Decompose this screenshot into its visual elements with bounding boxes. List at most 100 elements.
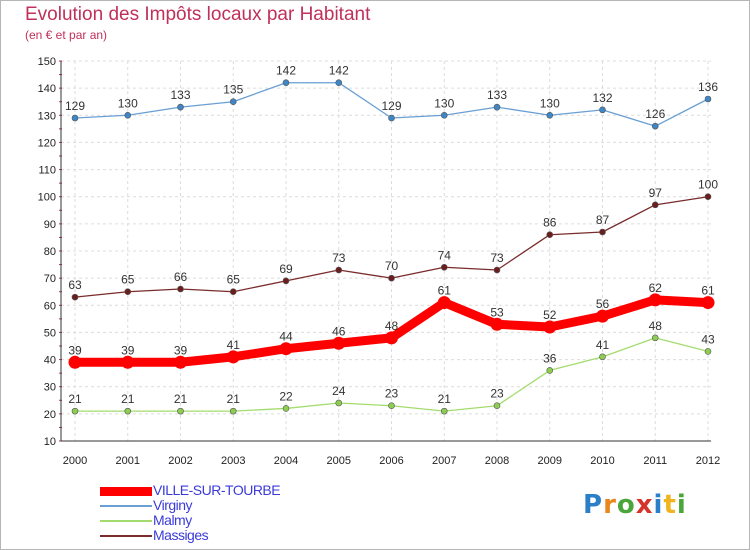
y-tick-label: 120 (38, 137, 56, 149)
data-label-massiges: 74 (438, 248, 452, 262)
logo-letter: r (603, 490, 617, 520)
x-tick-label: 2011 (643, 455, 667, 467)
y-tick-label: 70 (44, 273, 56, 285)
logo-letter: x (635, 490, 654, 520)
data-label-massiges: 66 (174, 270, 188, 284)
data-point-malmy (229, 407, 237, 415)
legend-label-massiges: Massiges (153, 527, 209, 543)
data-label-massiges: 87 (596, 213, 610, 227)
data-label-massiges: 65 (121, 273, 135, 287)
data-point-virginy (124, 111, 132, 119)
data-point-malmy (71, 407, 79, 415)
data-label-ville-sur-tourbe: 61 (701, 284, 715, 298)
legend-label-virginy: Virginy (153, 497, 193, 513)
data-point-ville-sur-tourbe (701, 296, 715, 310)
data-point-ville-sur-tourbe (226, 350, 240, 364)
data-label-massiges: 100 (698, 178, 718, 192)
data-point-malmy (124, 407, 132, 415)
data-point-malmy (388, 402, 395, 410)
logo-letter: t (663, 490, 677, 520)
data-point-malmy (177, 407, 184, 415)
data-label-ville-sur-tourbe: 39 (68, 343, 82, 357)
x-tick-label: 2006 (379, 455, 403, 467)
data-point-massiges (71, 293, 79, 301)
data-label-ville-sur-tourbe: 39 (174, 343, 188, 357)
data-point-malmy (282, 405, 290, 412)
chart-subtitle: (en € et par an) (25, 28, 108, 42)
data-point-ville-sur-tourbe (596, 309, 609, 323)
data-point-ville-sur-tourbe (648, 293, 662, 307)
data-point-massiges (229, 288, 237, 296)
data-point-virginy (282, 79, 290, 87)
data-label-virginy: 132 (592, 91, 612, 105)
data-label-ville-sur-tourbe: 46 (332, 324, 346, 338)
data-label-malmy: 22 (279, 389, 293, 403)
legend-swatch-ville-sur-tourbe (100, 486, 152, 496)
data-label-massiges: 65 (227, 273, 241, 287)
data-point-virginy (493, 103, 501, 111)
data-point-ville-sur-tourbe (437, 296, 451, 310)
data-label-massiges: 73 (490, 251, 504, 265)
data-label-virginy: 126 (645, 107, 665, 121)
logo-letter: o (616, 490, 636, 520)
data-point-malmy (704, 348, 712, 355)
data-point-ville-sur-tourbe (332, 336, 346, 350)
data-point-malmy (599, 353, 606, 361)
data-label-virginy: 142 (329, 64, 349, 78)
y-tick-label: 130 (38, 110, 56, 122)
data-label-ville-sur-tourbe: 53 (490, 305, 504, 319)
data-label-virginy: 130 (118, 96, 138, 110)
logo-letter: i (653, 490, 664, 520)
data-point-virginy (440, 111, 448, 119)
y-tick-label: 100 (38, 192, 56, 204)
data-point-massiges (440, 263, 448, 271)
data-point-virginy (177, 103, 184, 111)
data-point-ville-sur-tourbe (121, 355, 135, 369)
data-label-malmy: 21 (227, 392, 241, 406)
data-point-virginy (388, 114, 395, 122)
data-label-massiges: 63 (68, 278, 82, 292)
data-label-virginy: 135 (223, 83, 243, 97)
y-tick-label: 140 (38, 83, 56, 95)
x-tick-label: 2007 (432, 455, 456, 467)
data-label-massiges: 97 (649, 186, 663, 200)
data-label-virginy: 129 (381, 99, 401, 113)
data-label-ville-sur-tourbe: 41 (227, 338, 241, 352)
data-point-ville-sur-tourbe (279, 342, 293, 356)
data-label-virginy: 130 (540, 96, 560, 110)
data-point-virginy (229, 98, 237, 106)
data-label-malmy: 41 (596, 338, 610, 352)
data-point-massiges (651, 201, 659, 209)
data-label-malmy: 23 (385, 387, 399, 401)
x-tick-label: 2000 (63, 455, 87, 467)
legend-label-malmy: Malmy (153, 512, 192, 528)
data-label-ville-sur-tourbe: 52 (543, 308, 557, 322)
data-point-ville-sur-tourbe (174, 355, 187, 369)
legend-swatch-malmy (100, 520, 152, 522)
data-label-virginy: 136 (698, 80, 718, 94)
data-label-massiges: 73 (332, 251, 346, 265)
data-point-massiges (704, 193, 712, 201)
chart-title: Evolution des Impôts locaux par Habitant (25, 4, 371, 25)
data-point-virginy (651, 122, 659, 130)
data-label-virginy: 129 (65, 99, 85, 113)
logo-letter: P (583, 490, 604, 520)
data-label-virginy: 133 (487, 88, 507, 102)
data-point-virginy (71, 114, 79, 122)
data-point-malmy (546, 367, 554, 374)
data-label-ville-sur-tourbe: 61 (438, 284, 452, 298)
x-tick-label: 2005 (327, 455, 351, 467)
data-label-malmy: 36 (543, 351, 557, 365)
x-tick-label: 2002 (168, 455, 192, 467)
x-tick-label: 2001 (116, 455, 140, 467)
data-point-massiges (493, 266, 501, 274)
data-label-malmy: 23 (490, 387, 504, 401)
y-tick-label: 150 (38, 56, 56, 68)
data-point-malmy (440, 407, 448, 415)
x-tick-label: 2010 (590, 455, 614, 467)
data-label-malmy: 21 (438, 392, 452, 406)
data-point-virginy (546, 111, 554, 119)
y-tick-label: 90 (44, 219, 56, 231)
data-point-malmy (493, 402, 501, 410)
data-point-malmy (651, 334, 659, 342)
